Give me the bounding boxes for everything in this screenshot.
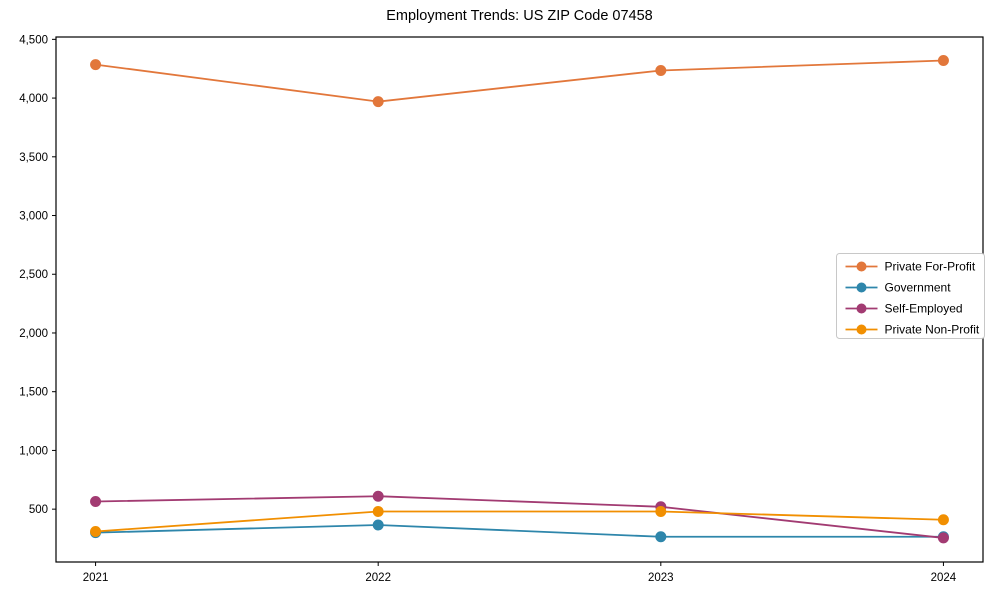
data-point-government [372,519,384,531]
y-tick-label: 2,500 [19,269,48,281]
data-point-self-employed [937,532,949,544]
legend-marker [856,303,867,314]
data-point-self-employed [372,490,384,502]
data-point-private-non-profit [937,514,949,526]
y-tick-label: 1,000 [19,445,48,457]
data-point-private-non-profit [655,505,667,517]
series-line-private-for-profit [95,59,944,103]
x-tick-label: 2022 [365,572,391,584]
data-point-private-for-profit [655,64,667,76]
chart-title: Employment Trends: US ZIP Code 07458 [386,8,653,24]
series-line-self-employed [95,495,944,539]
data-point-private-non-profit [90,525,102,537]
legend-item-label: Government [885,281,952,295]
y-tick-label: 3,000 [19,211,48,223]
legend-marker [856,324,867,335]
data-point-private-for-profit [372,96,384,108]
y-tick-label: 3,500 [19,152,48,164]
y-tick-label: 500 [29,504,48,516]
data-point-private-for-profit [937,54,949,66]
legend-item-label: Self-Employed [885,302,963,316]
y-tick-label: 4,000 [19,93,48,105]
data-point-government [655,531,667,543]
legend-item-label: Private Non-Profit [885,323,980,337]
data-point-private-non-profit [372,505,384,517]
y-tick-label: 1,500 [19,387,48,399]
data-point-private-for-profit [90,59,102,71]
legend-box [836,253,985,339]
x-tick-label: 2024 [931,572,957,584]
y-tick-label: 2,000 [19,328,48,340]
y-tick-label: 4,500 [19,34,48,46]
x-tick-label: 2023 [648,572,674,584]
x-tick-label: 2021 [83,572,109,584]
legend-item-label: Private For-Profit [885,260,976,274]
legend-marker [856,261,867,272]
legend-marker [856,282,867,293]
series-line-private-non-profit [95,510,944,533]
data-point-self-employed [90,496,102,508]
series-line-government [95,524,944,538]
